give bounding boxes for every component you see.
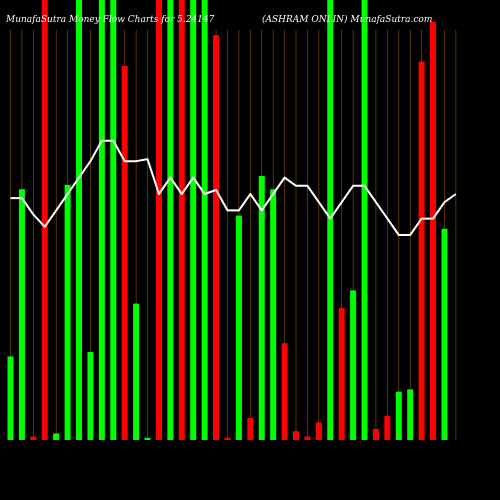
bar <box>441 228 448 440</box>
money-flow-line <box>10 139 457 236</box>
bar <box>201 0 208 440</box>
bar <box>7 356 14 440</box>
bar <box>270 189 277 440</box>
bar <box>418 61 425 440</box>
bar <box>53 433 60 440</box>
bar <box>121 66 128 440</box>
bar <box>430 22 437 440</box>
bar <box>178 0 185 440</box>
bar <box>258 176 265 440</box>
line-series <box>10 139 457 236</box>
bar <box>327 0 334 440</box>
chart-title-right: (ASHRAM ONLIN) MunafaSutra.com <box>262 14 432 25</box>
bar <box>144 437 151 440</box>
bar <box>315 422 322 440</box>
bar <box>350 290 357 440</box>
bar <box>18 189 25 440</box>
bar-series <box>7 0 448 440</box>
bar <box>110 0 117 440</box>
bar <box>247 418 254 440</box>
bar <box>224 437 231 440</box>
bar <box>64 184 71 440</box>
bar <box>395 391 402 440</box>
bar <box>235 215 242 440</box>
bar <box>167 0 174 440</box>
bar <box>407 389 414 440</box>
bar <box>293 431 299 440</box>
chart-title-left: MunafaSutra Money Flow Charts for 5.2414… <box>5 15 215 25</box>
bar <box>76 0 83 440</box>
bar <box>98 0 105 440</box>
bar <box>87 352 94 440</box>
bar <box>338 308 345 440</box>
bar <box>213 35 220 440</box>
bar <box>384 415 391 440</box>
bar <box>372 429 379 440</box>
bar <box>304 436 311 440</box>
bar <box>155 0 162 440</box>
bar <box>361 0 368 440</box>
bar <box>41 0 48 440</box>
bar <box>133 303 140 440</box>
bar <box>190 0 197 440</box>
bar <box>281 343 288 440</box>
bar <box>30 436 37 440</box>
